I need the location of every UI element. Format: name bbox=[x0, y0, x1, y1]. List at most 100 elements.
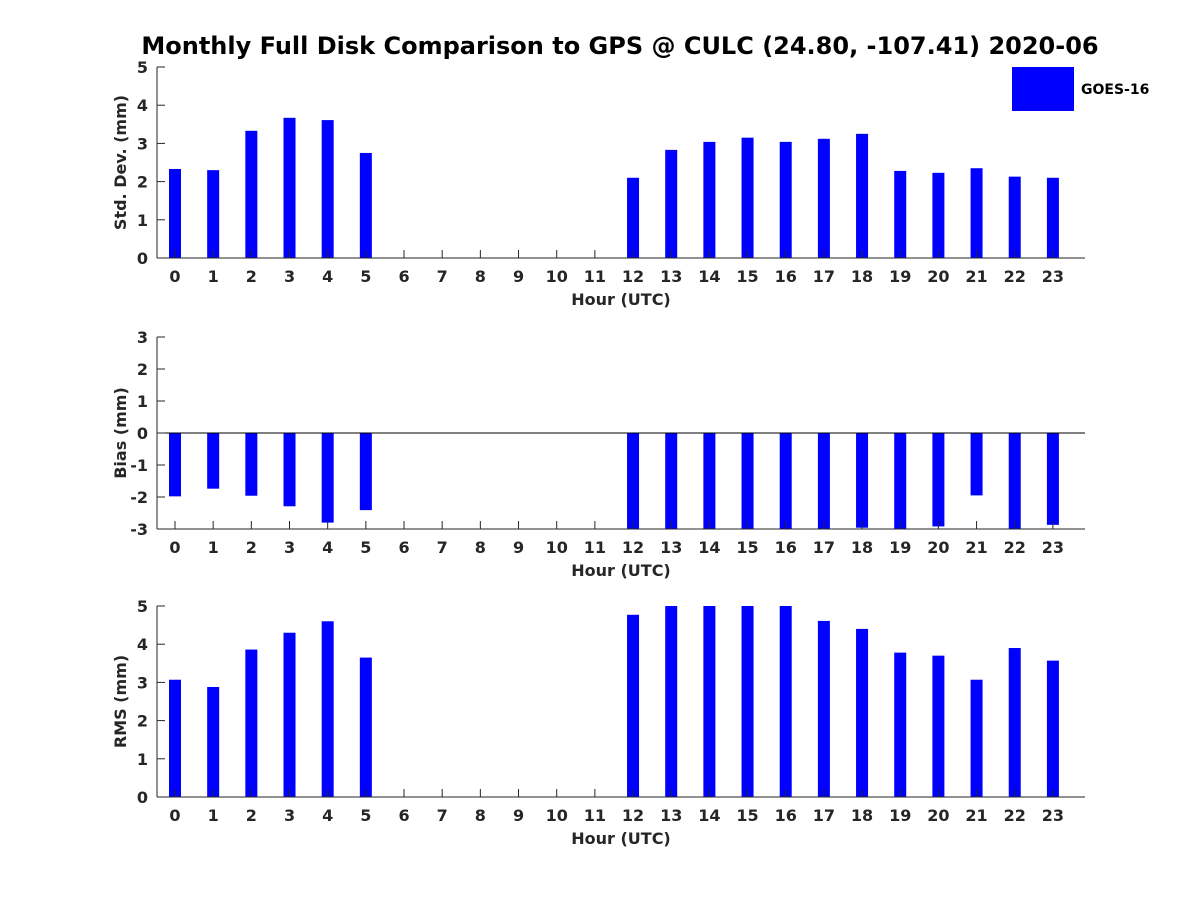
x-tick-label: 13 bbox=[660, 538, 682, 557]
bar-hour-20 bbox=[932, 655, 945, 797]
bar-hour-14 bbox=[703, 141, 716, 258]
y-tick-label: 0 bbox=[137, 424, 148, 443]
x-tick-label: 22 bbox=[1004, 806, 1026, 825]
x-tick-label: 10 bbox=[546, 538, 568, 557]
x-tick-label: 18 bbox=[851, 806, 873, 825]
x-tick-label: 5 bbox=[360, 267, 371, 286]
x-tick-label: 20 bbox=[927, 267, 949, 286]
x-tick-label: 15 bbox=[736, 806, 758, 825]
x-tick-label: 8 bbox=[475, 267, 486, 286]
y-axis-label: RMS (mm) bbox=[111, 655, 130, 748]
x-tick-label: 19 bbox=[889, 267, 911, 286]
x-tick-label: 0 bbox=[169, 267, 180, 286]
bar-hour-18 bbox=[856, 433, 869, 528]
x-tick-label: 11 bbox=[584, 267, 606, 286]
bar-hour-14 bbox=[703, 433, 716, 529]
x-tick-label: 7 bbox=[437, 806, 448, 825]
x-tick-label: 6 bbox=[398, 267, 409, 286]
x-tick-label: 20 bbox=[927, 538, 949, 557]
y-axis-label: Bias (mm) bbox=[111, 387, 130, 479]
x-tick-label: 9 bbox=[513, 538, 524, 557]
bar-hour-4 bbox=[321, 621, 334, 797]
x-tick-label: 17 bbox=[813, 806, 835, 825]
y-tick-label: -3 bbox=[130, 520, 148, 539]
x-tick-label: 5 bbox=[360, 806, 371, 825]
bar-hour-23 bbox=[1046, 433, 1059, 525]
bar-hour-4 bbox=[321, 433, 334, 523]
x-tick-label: 4 bbox=[322, 806, 333, 825]
x-tick-label: 6 bbox=[398, 806, 409, 825]
x-tick-label: 21 bbox=[965, 806, 987, 825]
x-tick-label: 21 bbox=[965, 267, 987, 286]
x-tick-label: 7 bbox=[437, 267, 448, 286]
x-tick-label: 18 bbox=[851, 538, 873, 557]
x-tick-label: 0 bbox=[169, 538, 180, 557]
x-tick-label: 12 bbox=[622, 538, 644, 557]
x-tick-label: 2 bbox=[246, 806, 257, 825]
bar-hour-4 bbox=[321, 120, 334, 259]
x-tick-label: 11 bbox=[584, 806, 606, 825]
bar-hour-22 bbox=[1008, 176, 1021, 258]
y-tick-label: -2 bbox=[130, 488, 148, 507]
bar-hour-13 bbox=[665, 149, 678, 258]
bar-hour-3 bbox=[283, 433, 296, 507]
bar-hour-0 bbox=[169, 433, 181, 497]
bar-hour-18 bbox=[856, 628, 869, 797]
x-tick-label: 16 bbox=[775, 267, 797, 286]
x-tick-label: 7 bbox=[437, 538, 448, 557]
y-tick-label: 0 bbox=[137, 788, 148, 807]
x-axis-label: Hour (UTC) bbox=[571, 290, 671, 309]
x-tick-label: 23 bbox=[1042, 267, 1064, 286]
x-tick-label: 9 bbox=[513, 806, 524, 825]
x-tick-label: 18 bbox=[851, 267, 873, 286]
bar-hour-22 bbox=[1008, 433, 1021, 529]
x-tick-label: 16 bbox=[775, 538, 797, 557]
x-tick-label: 19 bbox=[889, 806, 911, 825]
bar-hour-16 bbox=[779, 141, 792, 258]
y-tick-label: 3 bbox=[137, 328, 148, 347]
y-tick-label: 2 bbox=[137, 173, 148, 192]
bar-hour-21 bbox=[970, 679, 983, 797]
bar-hour-21 bbox=[970, 433, 983, 496]
bar-hour-12 bbox=[627, 177, 640, 258]
bar-hour-1 bbox=[207, 170, 220, 258]
x-tick-label: 22 bbox=[1004, 538, 1026, 557]
bar-hour-22 bbox=[1008, 648, 1021, 797]
x-axis-label: Hour (UTC) bbox=[571, 561, 671, 580]
x-tick-label: 15 bbox=[736, 538, 758, 557]
y-tick-label: -1 bbox=[130, 456, 148, 475]
bar-hour-2 bbox=[245, 649, 258, 797]
x-tick-label: 3 bbox=[284, 538, 295, 557]
x-tick-label: 21 bbox=[965, 538, 987, 557]
bar-hour-19 bbox=[894, 652, 907, 797]
x-tick-label: 12 bbox=[622, 806, 644, 825]
y-tick-label: 5 bbox=[137, 597, 148, 616]
bar-hour-20 bbox=[932, 433, 945, 527]
x-tick-label: 6 bbox=[398, 538, 409, 557]
x-tick-label: 22 bbox=[1004, 267, 1026, 286]
y-tick-label: 1 bbox=[137, 750, 148, 769]
x-tick-label: 10 bbox=[546, 267, 568, 286]
legend-label: GOES-16 bbox=[1081, 82, 1149, 98]
bar-hour-20 bbox=[932, 172, 945, 258]
bar-hour-1 bbox=[207, 686, 220, 797]
y-tick-label: 1 bbox=[137, 211, 148, 230]
bar-hour-17 bbox=[817, 620, 830, 797]
bar-hour-21 bbox=[970, 168, 983, 258]
legend-swatch bbox=[1012, 67, 1074, 111]
bar-hour-17 bbox=[817, 138, 830, 258]
bar-hour-5 bbox=[359, 433, 372, 511]
x-tick-label: 3 bbox=[284, 267, 295, 286]
bar-hour-0 bbox=[169, 168, 181, 258]
x-tick-label: 16 bbox=[775, 806, 797, 825]
x-tick-label: 13 bbox=[660, 267, 682, 286]
chart-title: Monthly Full Disk Comparison to GPS @ CU… bbox=[141, 32, 1098, 60]
y-tick-label: 0 bbox=[137, 249, 148, 268]
bar-hour-13 bbox=[665, 606, 678, 797]
y-tick-label: 2 bbox=[137, 712, 148, 731]
bar-hour-1 bbox=[207, 433, 220, 489]
panel-1: 0 1 2 3 4 5 6 7 8 9 10 11 12 13 14 15 16 17 18 19 20 21 22 2301… bbox=[111, 58, 1085, 309]
chart-panels: 0 1 2 3 4 5 6 7 8 9 10 11 12 13 14 15 16 17 18 19 20 21 22 2301… bbox=[111, 58, 1085, 848]
x-tick-label: 4 bbox=[322, 538, 333, 557]
